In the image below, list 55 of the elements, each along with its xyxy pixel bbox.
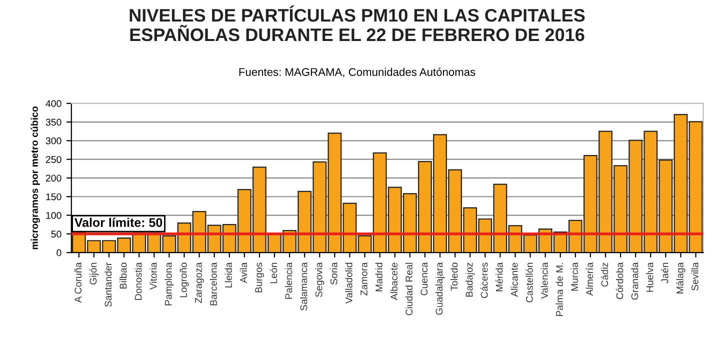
x-tick-label: Ciudad Real [405, 262, 413, 316]
x-tick-label: Cuenca [420, 262, 428, 296]
x-tick-label: Cáceres [480, 262, 488, 298]
x-tick-label: Cádiz [600, 262, 608, 287]
x-tick-label: León [270, 262, 278, 284]
x-tick-label: Albacete [390, 262, 398, 300]
x-tick-label: Valladolid [345, 262, 352, 304]
x-tick-label: Córdoba [616, 262, 624, 300]
x-tick-label: Barcelona [210, 262, 217, 306]
y-tick-label: 350 [46, 118, 62, 126]
x-tick-label: Soria [330, 262, 338, 285]
x-tick-label: Vitoria [150, 262, 157, 290]
x-tick-label: Santander [104, 262, 112, 307]
x-tick-label: Mérida [496, 262, 503, 292]
x-tick-label: Avila [240, 262, 248, 284]
x-tick-label: Palma de M. [556, 263, 563, 316]
y-tick-label: 100 [46, 212, 62, 219]
x-tick-label: Guadalajara [435, 262, 445, 315]
x-tick-label: Donostia [134, 262, 142, 300]
x-tick-label: Palencia [285, 262, 292, 299]
x-tick-label: Jaén [661, 262, 668, 284]
x-tick-label: A Coruña [74, 262, 82, 303]
y-axis-title: microgramos por metro cúbico [30, 106, 40, 250]
x-tick-label: Valencia [540, 262, 548, 299]
y-tick-label: 0 [56, 249, 62, 256]
x-tick-label: Badajoz [466, 262, 475, 297]
x-tick-label: Zaragoza [195, 262, 204, 304]
x-tick-label: Huelva [646, 262, 654, 292]
x-tick-label: Pamplona [164, 262, 174, 306]
chart-subtitle: Fuentes: MAGRAMA, Comunidades Autónomas [239, 68, 476, 78]
x-tick-label: Segovia [315, 262, 324, 297]
x-tick-label: Murcia [570, 262, 578, 291]
x-tick-label: Burgos [255, 262, 264, 292]
x-tick-label: Lleida [224, 262, 232, 288]
x-tick-label: Madrid [375, 262, 382, 292]
x-tick-label: Bilbao [120, 262, 127, 289]
chart-title: NIVELES DE PARTÍCULAS PM10 EN LAS CAPITALES ESPAÑOLAS DURANTE EL 22 DE FEBRERO DE 2016 [130, 6, 585, 42]
x-tick-label: Alicante [510, 262, 518, 297]
y-tick-label: 300 [46, 137, 62, 144]
ref-line-label: Valor límite: 50 [74, 218, 162, 227]
x-tick-label: Salamanca [300, 262, 308, 310]
x-tick-label: Almería [586, 262, 594, 296]
x-tick-label: Logroño [180, 262, 189, 298]
y-tick-label: 400 [46, 100, 62, 108]
x-tick-label: Toledo [450, 262, 458, 291]
x-tick-label: Gijón [89, 262, 99, 284]
y-tick-label: 200 [46, 174, 62, 182]
x-tick-label: Granada [631, 262, 638, 300]
y-tick-label: 250 [46, 156, 62, 163]
x-tick-label: Castellón [526, 262, 533, 302]
x-tick-label: Sevilla [691, 262, 698, 290]
y-tick-label: 50 [51, 230, 62, 238]
x-tick-label: Málaga [676, 262, 686, 294]
y-tick-label: 150 [46, 193, 62, 200]
x-tick-label: Zamora [360, 262, 368, 296]
